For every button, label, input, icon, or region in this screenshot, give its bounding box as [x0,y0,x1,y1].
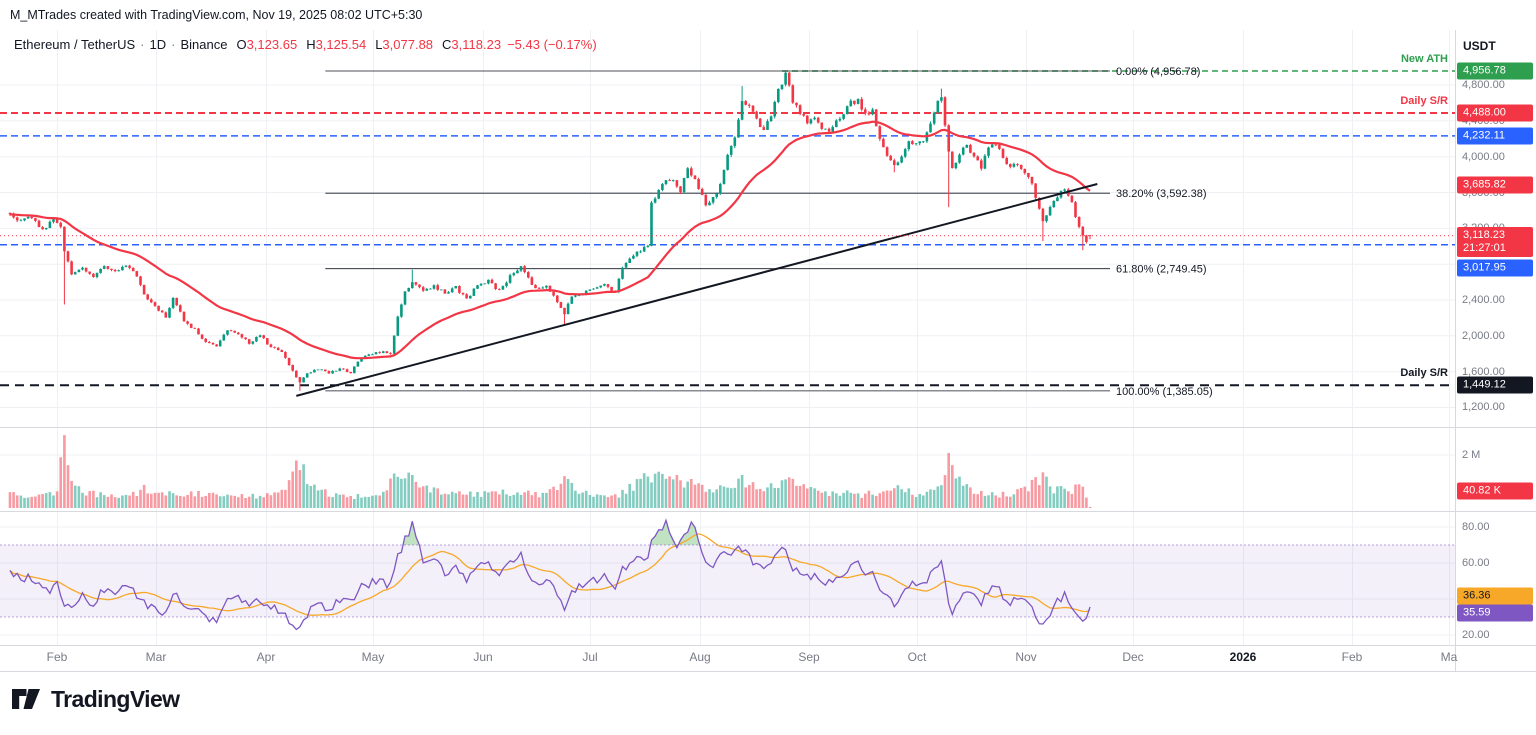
ma-line[interactable] [9,120,1091,360]
new-ath-line-note: New ATH [1401,53,1448,65]
exchange-label[interactable]: Binance [180,37,228,52]
symbol-header: Ethereum / TetherUS · 1D · Binance O3,123.65 H… [14,37,597,52]
rsi-line[interactable] [9,518,1091,631]
high-value: 3,125.54 [315,37,367,52]
candles [8,71,1092,391]
change-value: −5.43 (−0.17%) [507,37,597,52]
high-label: H [306,37,316,52]
interval-label[interactable]: 1D [149,37,167,52]
trendline[interactable] [296,183,1098,397]
fib-label: 0.00% (4,956.78) [1116,66,1200,78]
low-value: 3,077.88 [382,37,434,52]
price-levels: New ATH Daily S/R Daily S/R [0,53,1455,387]
low-label: L [375,37,383,52]
rsi-overbought-fill [403,520,700,545]
volume-bars [8,435,1092,508]
tradingview-logo[interactable]: TradingView [12,686,180,713]
fib-label: 100.00% (1,385.05) [1116,386,1213,398]
close-value: 3,118.23 [451,37,502,52]
fib-retracement[interactable]: 0.00% (4,956.78) 38.20% (3,592.38) 61.80% … [325,66,1213,398]
daily-sr-lower-line-note: Daily S/R [1400,367,1448,379]
tradingview-logo-icon [12,689,40,709]
daily-sr-upper-line-note: Daily S/R [1400,95,1448,107]
rsi-ma-line[interactable] [9,533,1091,616]
fib-label: 38.20% (3,592.38) [1116,188,1207,200]
separator-dot: · [140,37,145,52]
open-value: 3,123.65 [246,37,298,52]
open-label: O [236,37,247,52]
gridlines [0,30,1455,645]
separator-dot: · [171,37,176,52]
symbol-title[interactable]: Ethereum / TetherUS [14,37,136,52]
tradingview-logo-text: TradingView [51,686,180,712]
pane-dividers [0,30,1536,672]
price-axis-currency: USDT [1463,39,1496,53]
close-label: C [442,37,452,52]
attribution-text: M_MTrades created with TradingView.com, … [10,8,423,22]
fib-label: 61.80% (2,749.45) [1116,264,1207,276]
rsi-band [0,545,1455,617]
